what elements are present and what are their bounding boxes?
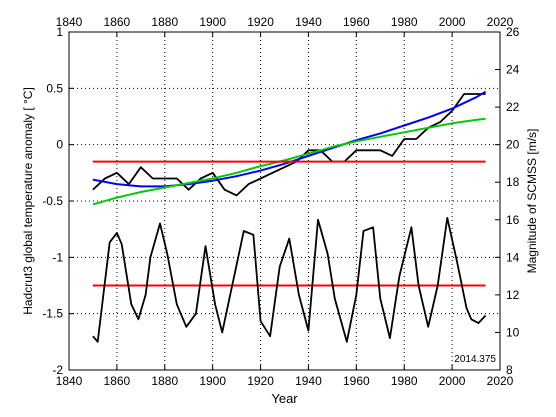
y-tick-label-right: 16 bbox=[506, 213, 520, 227]
y-tick-label-left: -1.5 bbox=[42, 307, 63, 321]
x-tick-label-top: 1880 bbox=[151, 15, 178, 29]
x-tick-label-top: 1860 bbox=[104, 15, 131, 29]
x-tick-label-top: 1900 bbox=[199, 15, 226, 29]
x-tick-label: 1900 bbox=[199, 374, 226, 388]
y-tick-label-left: -2 bbox=[52, 363, 63, 377]
y-tick-label-right: 20 bbox=[506, 138, 520, 152]
y-tick-label-right: 18 bbox=[506, 175, 520, 189]
x-tick-label: 2000 bbox=[439, 374, 466, 388]
x-tick-label: 1860 bbox=[104, 374, 131, 388]
x-tick-label: 1880 bbox=[151, 374, 178, 388]
y-tick-label-left: -1 bbox=[52, 250, 63, 264]
x-tick-label: 1960 bbox=[343, 374, 370, 388]
y-tick-label-left: 0 bbox=[56, 138, 63, 152]
y-tick-label-right: 14 bbox=[506, 250, 520, 264]
x-tick-label-top: 1940 bbox=[295, 15, 322, 29]
x-tick-label: 1920 bbox=[247, 374, 274, 388]
y-tick-label-right: 12 bbox=[506, 288, 520, 302]
y-tick-label-right: 22 bbox=[506, 100, 520, 114]
y-tick-label-left: -0.5 bbox=[42, 194, 63, 208]
y-tick-label-right: 26 bbox=[506, 25, 520, 39]
x-tick-label-top: 1920 bbox=[247, 15, 274, 29]
x-axis-label: Year bbox=[271, 391, 298, 406]
quadratic-fit-line bbox=[93, 92, 486, 187]
series-layer bbox=[93, 92, 486, 342]
x-tick-label: 1940 bbox=[295, 374, 322, 388]
scmss-magnitude-line bbox=[93, 218, 486, 342]
y-tick-label-right: 24 bbox=[506, 63, 520, 77]
y-axis-label-right: Magnitude of SCMSS [m/s] bbox=[525, 129, 539, 274]
y-tick-label-left: 1 bbox=[56, 25, 63, 39]
annotation-label: 2014.375 bbox=[454, 354, 496, 365]
x-tick-label-top: 1960 bbox=[343, 15, 370, 29]
y-tick-label-right: 8 bbox=[506, 363, 513, 377]
x-tick-label-top: 2000 bbox=[439, 15, 466, 29]
x-tick-label-top: 1980 bbox=[391, 15, 418, 29]
grid bbox=[69, 32, 500, 370]
y-tick-label-left: 0.5 bbox=[46, 81, 63, 95]
x-tick-label: 1980 bbox=[391, 374, 418, 388]
y-tick-label-right: 10 bbox=[506, 325, 520, 339]
y-axis-label-left: Hadcrut3 global temperature anomaly [ °C… bbox=[21, 87, 35, 315]
